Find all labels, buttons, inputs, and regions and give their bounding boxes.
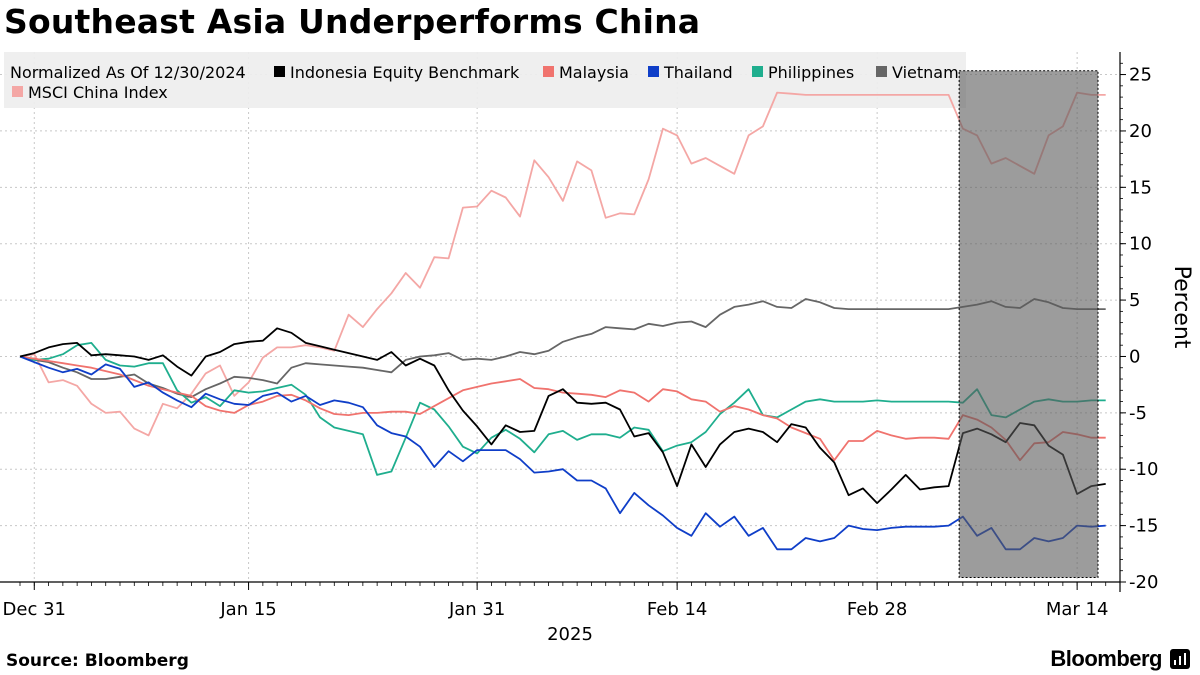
axes: 25 20 15 10 5 0 -5 -10 -15 -20 Dec 31 Jan 15 Jan 31 F… [0,52,1194,645]
x-tick-label: Feb 28 [847,599,908,620]
series-lines [19,91,1106,551]
y-tick-label: -10 [1129,459,1158,480]
highlight-overlay [958,70,1099,578]
legend-swatch [876,66,887,77]
legend-label: Indonesia Equity Benchmark [290,63,520,82]
legend-box [4,52,966,108]
x-tick-label: Mar 14 [1046,599,1109,620]
y-tick-label: 5 [1129,290,1140,311]
legend-swatch [274,66,285,77]
y-tick-label: -5 [1129,403,1147,424]
legend-label: Vietnam [892,63,959,82]
series-line-msci-china-index [19,91,1106,437]
series-line-thailand [19,355,1106,551]
series-line-philippines [19,342,1106,476]
source-note: Source: Bloomberg [6,651,189,671]
legend-label: Thailand [663,63,733,82]
y-tick-label: 15 [1129,177,1152,198]
terminal-icon [1170,649,1190,669]
legend-swatch [12,86,23,97]
legend-label: Malaysia [559,63,629,82]
chart-title: Southeast Asia Underperforms China [4,2,701,41]
y-axis-title: Percent [1169,266,1194,349]
brand-logo: Bloomberg [1050,646,1190,672]
grid-lines [0,52,1120,583]
legend-title: Normalized As Of 12/30/2024 [10,63,246,82]
source-value: Bloomberg [84,651,189,671]
series-line-indonesia-equity-benchmark [19,327,1106,504]
legend-label: Philippines [768,63,854,82]
legend-label: MSCI China Index [28,83,168,102]
y-tick-label: 25 [1129,65,1152,86]
x-year-label: 2025 [547,624,593,645]
highlight-box [958,70,1099,578]
brand-name: Bloomberg [1050,646,1162,671]
legend: Normalized As Of 12/30/2024 Indonesia Equ… [10,63,959,102]
series-line-malaysia [19,355,1106,462]
y-tick-label: 20 [1129,121,1152,142]
source-label: Source: [6,651,79,671]
x-tick-label: Jan 15 [219,599,276,620]
legend-background [4,52,966,108]
legend-swatch [648,66,659,77]
x-tick-label: Dec 31 [3,599,66,620]
y-tick-label: 10 [1129,234,1152,255]
legend-swatch [543,66,554,77]
y-tick-label: 0 [1129,346,1140,367]
legend-swatch [752,66,763,77]
y-tick-label: -15 [1129,516,1158,537]
x-tick-label: Feb 14 [647,599,708,620]
y-tick-label: -20 [1129,572,1158,593]
series-line-vietnam [19,298,1106,398]
x-tick-label: Jan 31 [448,599,505,620]
